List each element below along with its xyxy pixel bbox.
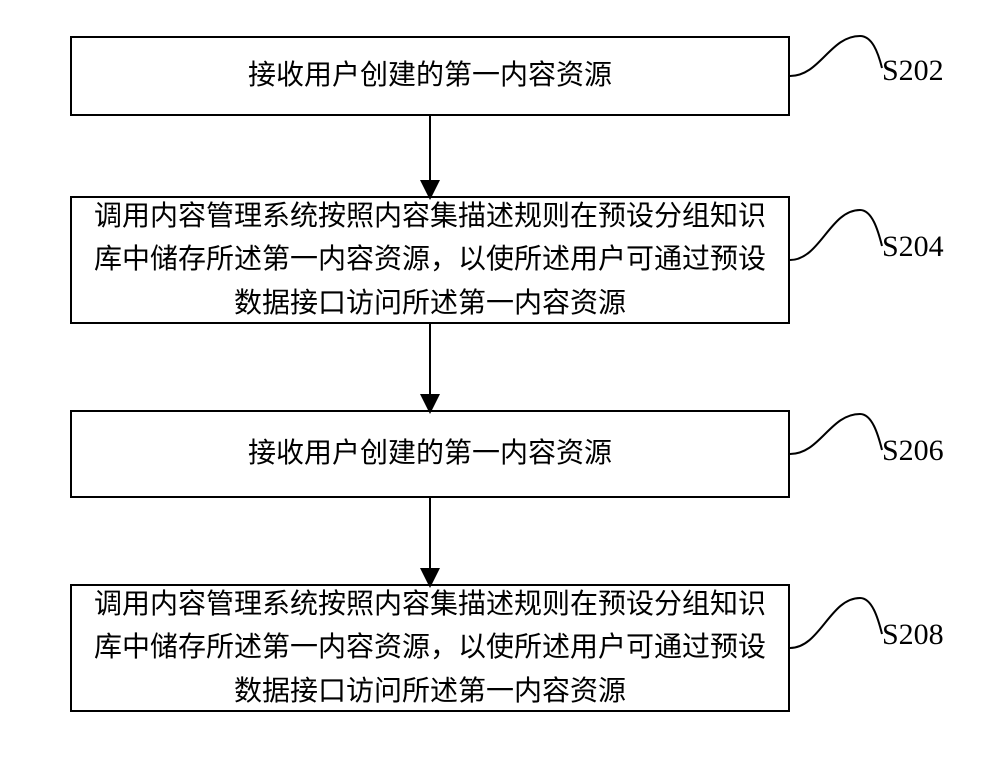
flow-node-s204: 调用内容管理系统按照内容集描述规则在预设分组知识库中储存所述第一内容资源，以使所… xyxy=(70,196,790,324)
step-label-s206: S206 xyxy=(882,434,944,468)
flow-node-text: 调用内容管理系统按照内容集描述规则在预设分组知识库中储存所述第一内容资源，以使所… xyxy=(82,195,778,325)
step-label-s208: S208 xyxy=(882,618,944,652)
flow-node-text: 调用内容管理系统按照内容集描述规则在预设分组知识库中储存所述第一内容资源，以使所… xyxy=(82,583,778,713)
flow-node-s206: 接收用户创建的第一内容资源 xyxy=(70,410,790,498)
flow-node-s202: 接收用户创建的第一内容资源 xyxy=(70,36,790,116)
flowchart-canvas: 接收用户创建的第一内容资源 调用内容管理系统按照内容集描述规则在预设分组知识库中… xyxy=(0,0,1000,764)
flow-node-text: 接收用户创建的第一内容资源 xyxy=(248,54,612,97)
step-label-s204: S204 xyxy=(882,230,944,264)
flow-node-s208: 调用内容管理系统按照内容集描述规则在预设分组知识库中储存所述第一内容资源，以使所… xyxy=(70,584,790,712)
flow-node-text: 接收用户创建的第一内容资源 xyxy=(248,432,612,475)
step-label-s202: S202 xyxy=(882,54,944,88)
